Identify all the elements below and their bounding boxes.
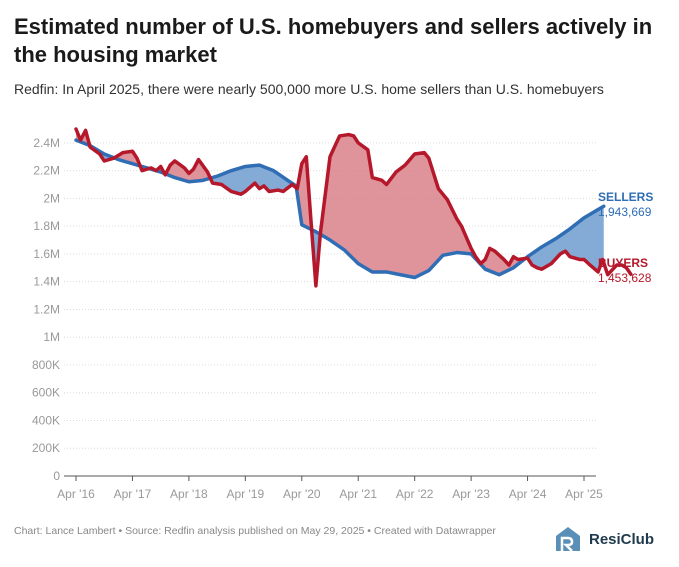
- y-axis-tick-labels: 0 200K 400K 600K 800K 1M 1.2M 1.4M 1.6M 1.8M 2M 2.2…: [32, 136, 60, 483]
- buyers-excess-area: [166, 159, 211, 182]
- buyers-excess-area: [320, 134, 527, 278]
- y-tick-label: 1M: [43, 330, 60, 344]
- y-tick-label: 1.4M: [33, 275, 60, 289]
- source-credit: Chart: Lance Lambert • Source: Redfin an…: [14, 525, 496, 537]
- x-axis-tick-labels: Apr '16 Apr '17 Apr '18 Apr '19 Apr '20 Apr '…: [57, 476, 603, 501]
- buyers-line: [74, 127, 633, 288]
- y-tick-label: 1.8M: [33, 219, 60, 233]
- x-tick-label: Apr '21: [339, 487, 377, 501]
- buyers-name-label: BUYERS: [598, 256, 648, 270]
- line-chart: 0 200K 400K 600K 800K 1M 1.2M 1.4M 1.6M 1.8M 2M 2.2…: [32, 127, 653, 501]
- x-tick-label: Apr '22: [396, 487, 434, 501]
- buyers-value-label: 1,453,628: [598, 271, 652, 285]
- resiclub-logo: ResiClub: [553, 524, 654, 554]
- sellers-excess-area: [526, 206, 604, 272]
- x-tick-label: Apr '16: [57, 487, 95, 501]
- y-tick-label: 2.4M: [33, 136, 60, 150]
- y-tick-label: 200K: [32, 441, 60, 455]
- y-tick-label: 2.2M: [33, 164, 60, 178]
- y-tick-label: 0: [53, 469, 60, 483]
- x-tick-label: Apr '24: [509, 487, 547, 501]
- y-tick-label: 800K: [32, 358, 60, 372]
- sellers-line: [74, 138, 606, 280]
- y-tick-label: 2M: [43, 191, 60, 205]
- sellers-name-label: SELLERS: [598, 190, 653, 204]
- sellers-value-label: 1,943,669: [598, 205, 652, 219]
- y-gridlines: [64, 142, 596, 477]
- x-tick-label: Apr '25: [565, 487, 603, 501]
- chart-subtitle: Redfin: In April 2025, there were nearly…: [14, 81, 604, 97]
- brand-name: ResiClub: [589, 530, 655, 548]
- y-tick-label: 400K: [32, 413, 60, 427]
- x-tick-label: Apr '17: [114, 487, 152, 501]
- y-tick-label: 1.2M: [33, 302, 60, 316]
- x-tick-label: Apr '23: [452, 487, 490, 501]
- series-lines: [74, 127, 633, 288]
- x-tick-label: Apr '18: [170, 487, 208, 501]
- x-tick-label: Apr '19: [227, 487, 265, 501]
- resiclub-logo-icon: [556, 527, 580, 552]
- y-tick-label: 1.6M: [33, 247, 60, 261]
- y-tick-label: 600K: [32, 386, 60, 400]
- chart-title: Estimated number of U.S. homebuyers and …: [14, 14, 653, 67]
- x-tick-label: Apr '20: [283, 487, 321, 501]
